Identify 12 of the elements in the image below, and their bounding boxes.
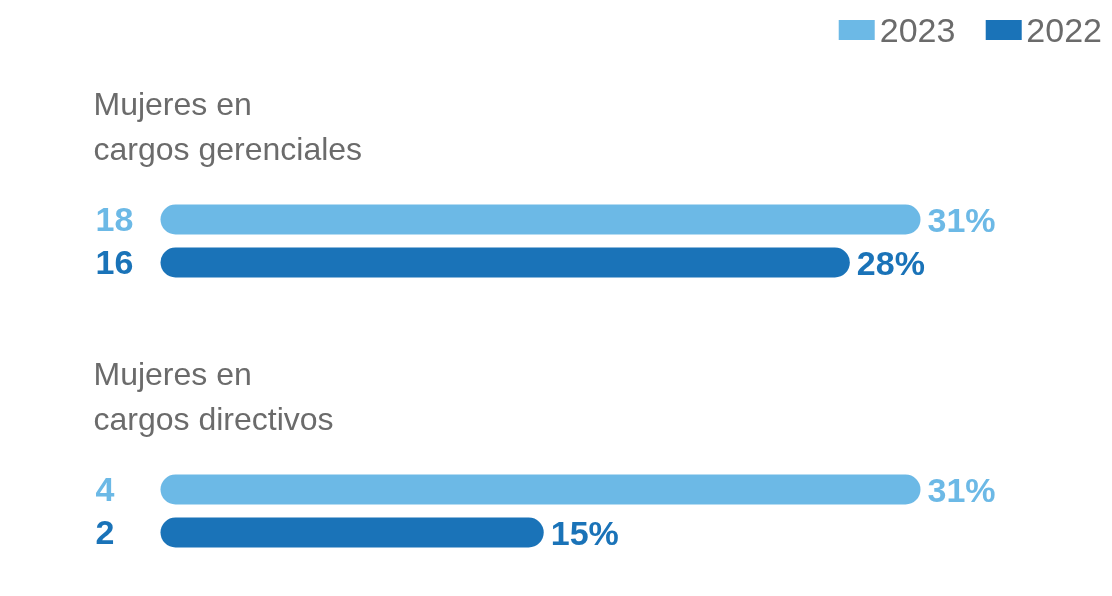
text: 18 (95, 200, 134, 238)
text: 4 (95, 470, 115, 508)
text: 2 (95, 513, 115, 551)
y-tick-label: Mujeres en cargos gerenciales (93, 85, 363, 167)
data-label: 15% (550, 513, 619, 552)
y-tick-label: Mujeres en cargos directivos (93, 355, 334, 437)
data-label: 28% (856, 243, 925, 282)
legend-label: 2023 (879, 10, 956, 50)
data-label: 31% (927, 470, 996, 509)
data-label: 31% (927, 200, 996, 239)
text: 16 (95, 243, 134, 281)
legend-label: 2022 (1026, 10, 1102, 50)
